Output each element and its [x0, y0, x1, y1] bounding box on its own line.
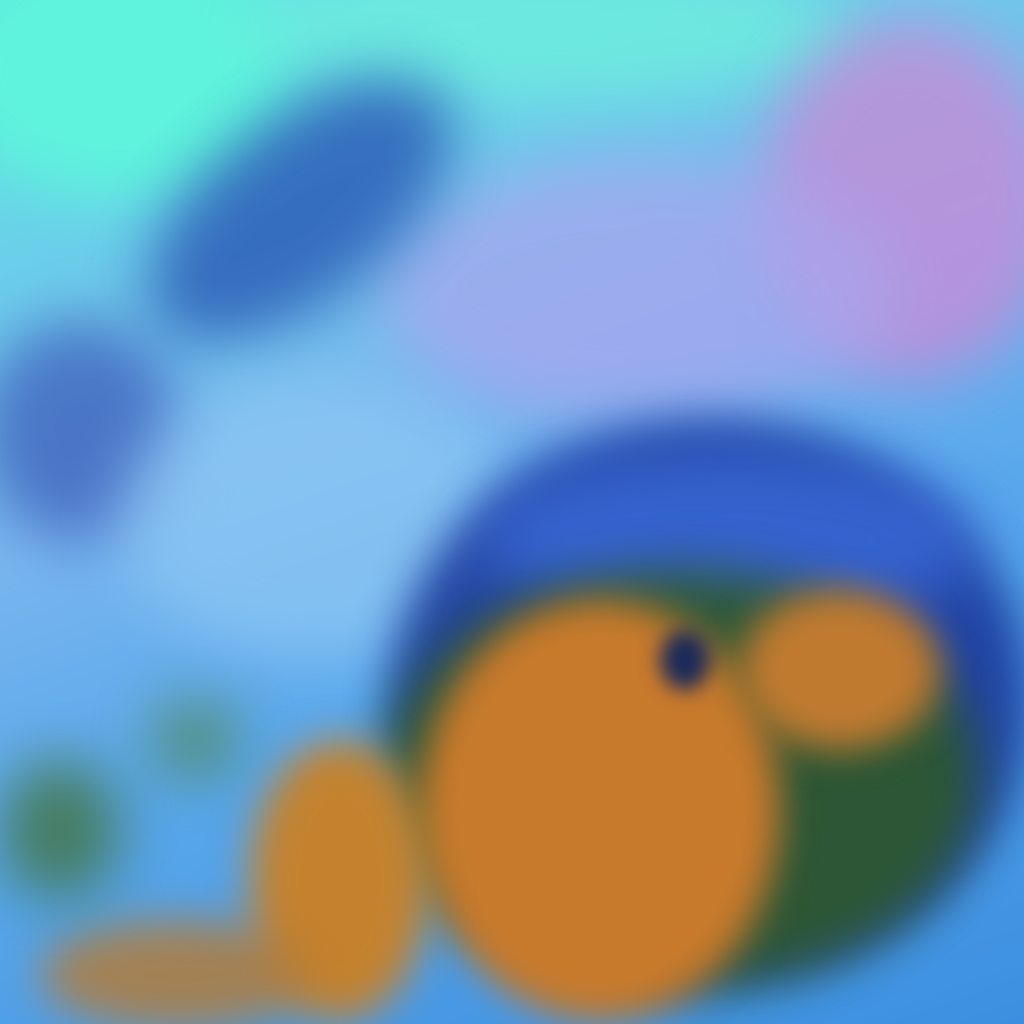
- orange-cloud-core: [420, 600, 780, 1020]
- lavender-haze: [380, 160, 900, 420]
- orange-cloud-right-lobe: [740, 590, 940, 750]
- green-patches-left: [0, 760, 120, 900]
- orange-strip-bottom-left: [40, 920, 320, 1024]
- green-patch-mid-left: [150, 700, 240, 780]
- dark-spot: [660, 630, 710, 690]
- cyan-top-band: [250, 0, 850, 100]
